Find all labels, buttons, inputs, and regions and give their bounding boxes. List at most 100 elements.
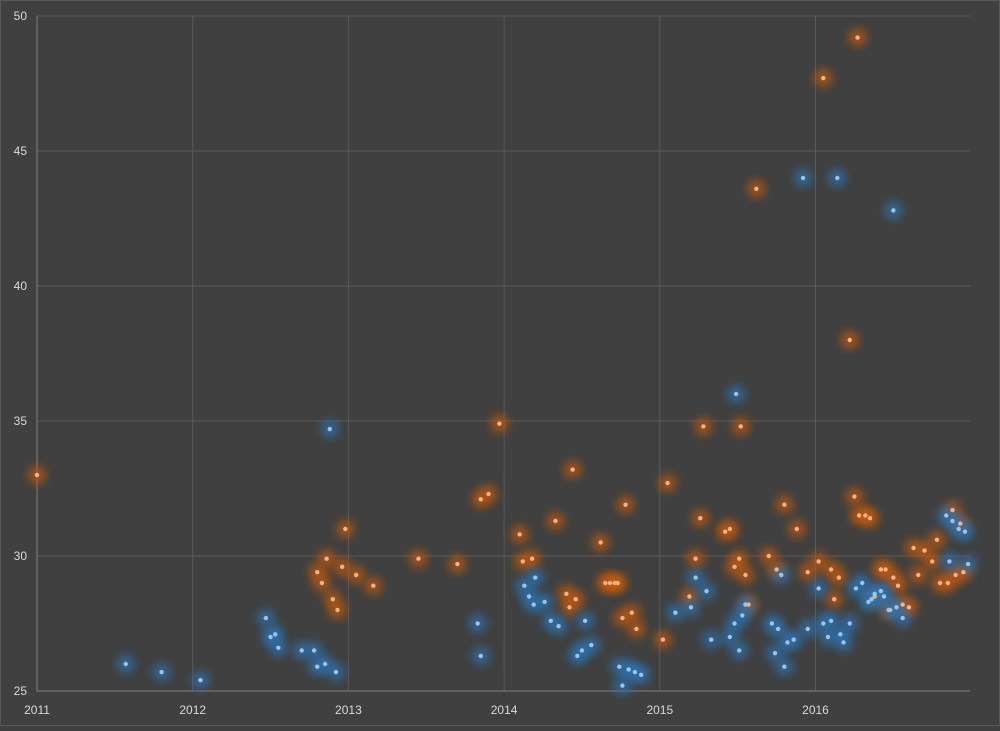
data-point: [330, 597, 336, 602]
data-point: [895, 583, 901, 588]
data-point: [816, 559, 821, 564]
data-point: [665, 480, 670, 486]
data-point: [900, 602, 905, 607]
data-point: [732, 621, 737, 626]
data-point: [579, 648, 585, 653]
data-point: [950, 518, 955, 524]
data-point: [825, 634, 831, 640]
data-point: [698, 516, 703, 521]
data-point: [533, 575, 538, 580]
data-point: [828, 567, 834, 572]
data-point: [620, 615, 625, 621]
data-point: [766, 553, 771, 559]
data-point: [693, 556, 698, 561]
data-point: [704, 588, 709, 594]
data-point: [891, 208, 896, 213]
data-point: [478, 653, 483, 659]
data-point: [872, 591, 877, 596]
data-point: [866, 599, 871, 605]
data-point: [575, 653, 580, 659]
data-point: [916, 572, 921, 578]
y-tick-label: 50: [14, 9, 28, 23]
x-tick-label: 2015: [646, 703, 673, 717]
data-point: [556, 624, 561, 629]
data-point: [754, 186, 759, 191]
data-point: [831, 597, 837, 602]
data-point: [263, 615, 269, 621]
data-point: [319, 580, 325, 586]
data-point: [315, 570, 320, 575]
data-point: [922, 548, 927, 553]
data-point: [322, 661, 328, 667]
data-point: [965, 561, 971, 567]
data-point: [548, 618, 554, 623]
data-point: [937, 580, 943, 586]
data-point: [867, 516, 873, 521]
data-point: [930, 559, 935, 564]
x-tick-label: 2013: [335, 703, 362, 717]
data-point: [769, 621, 775, 626]
data-point: [159, 669, 164, 675]
data-point: [198, 678, 203, 683]
data-point: [953, 572, 958, 578]
data-point: [542, 599, 547, 605]
data-point: [860, 580, 865, 586]
data-point: [688, 605, 694, 610]
data-point: [520, 559, 525, 564]
data-point: [335, 607, 340, 613]
data-point: [727, 634, 733, 640]
data-point: [268, 634, 273, 640]
data-point: [878, 567, 884, 572]
data-point: [567, 605, 572, 610]
data-point: [847, 621, 852, 626]
data-point: [673, 610, 678, 615]
data-point: [517, 532, 522, 537]
data-point: [855, 35, 860, 40]
data-point: [911, 545, 916, 551]
x-tick-label: 2012: [179, 703, 206, 717]
data-point: [782, 664, 787, 669]
data-point: [785, 640, 790, 645]
tick-labels: 25 30 35 40 45 50 2011 2012 2013 2014 2015 2016: [14, 9, 830, 717]
data-point: [623, 502, 628, 507]
data-point: [589, 642, 594, 648]
data-point: [743, 572, 748, 578]
data-point: [816, 586, 821, 591]
data-point: [782, 502, 787, 507]
data-point: [722, 529, 728, 534]
data-point: [774, 567, 779, 572]
data-point: [772, 651, 778, 656]
data-point: [821, 621, 826, 626]
data-point: [775, 626, 781, 632]
data-point: [327, 426, 332, 432]
data-point: [853, 586, 859, 591]
data-point: [900, 615, 905, 621]
data-point: [841, 640, 846, 645]
data-point: [805, 626, 810, 632]
data-point: [944, 513, 949, 518]
data-points: [34, 35, 971, 688]
x-tick-label: 2014: [491, 703, 518, 717]
data-point: [371, 583, 376, 588]
data-point: [273, 632, 278, 637]
data-point: [701, 424, 706, 429]
data-point: [727, 526, 733, 532]
data-point: [950, 507, 955, 513]
data-point: [529, 556, 535, 561]
data-point: [945, 580, 951, 586]
data-point: [607, 580, 613, 586]
data-point: [891, 575, 896, 580]
data-point: [612, 580, 617, 586]
axes: [36, 16, 970, 692]
data-point: [617, 664, 622, 669]
y-tick-label: 25: [14, 684, 28, 698]
data-point: [324, 556, 329, 561]
data-point: [522, 583, 527, 588]
data-point: [794, 526, 800, 532]
data-point: [791, 637, 796, 642]
data-point: [888, 607, 893, 613]
data-point: [353, 572, 359, 578]
data-point: [740, 613, 745, 618]
data-point: [343, 526, 348, 532]
